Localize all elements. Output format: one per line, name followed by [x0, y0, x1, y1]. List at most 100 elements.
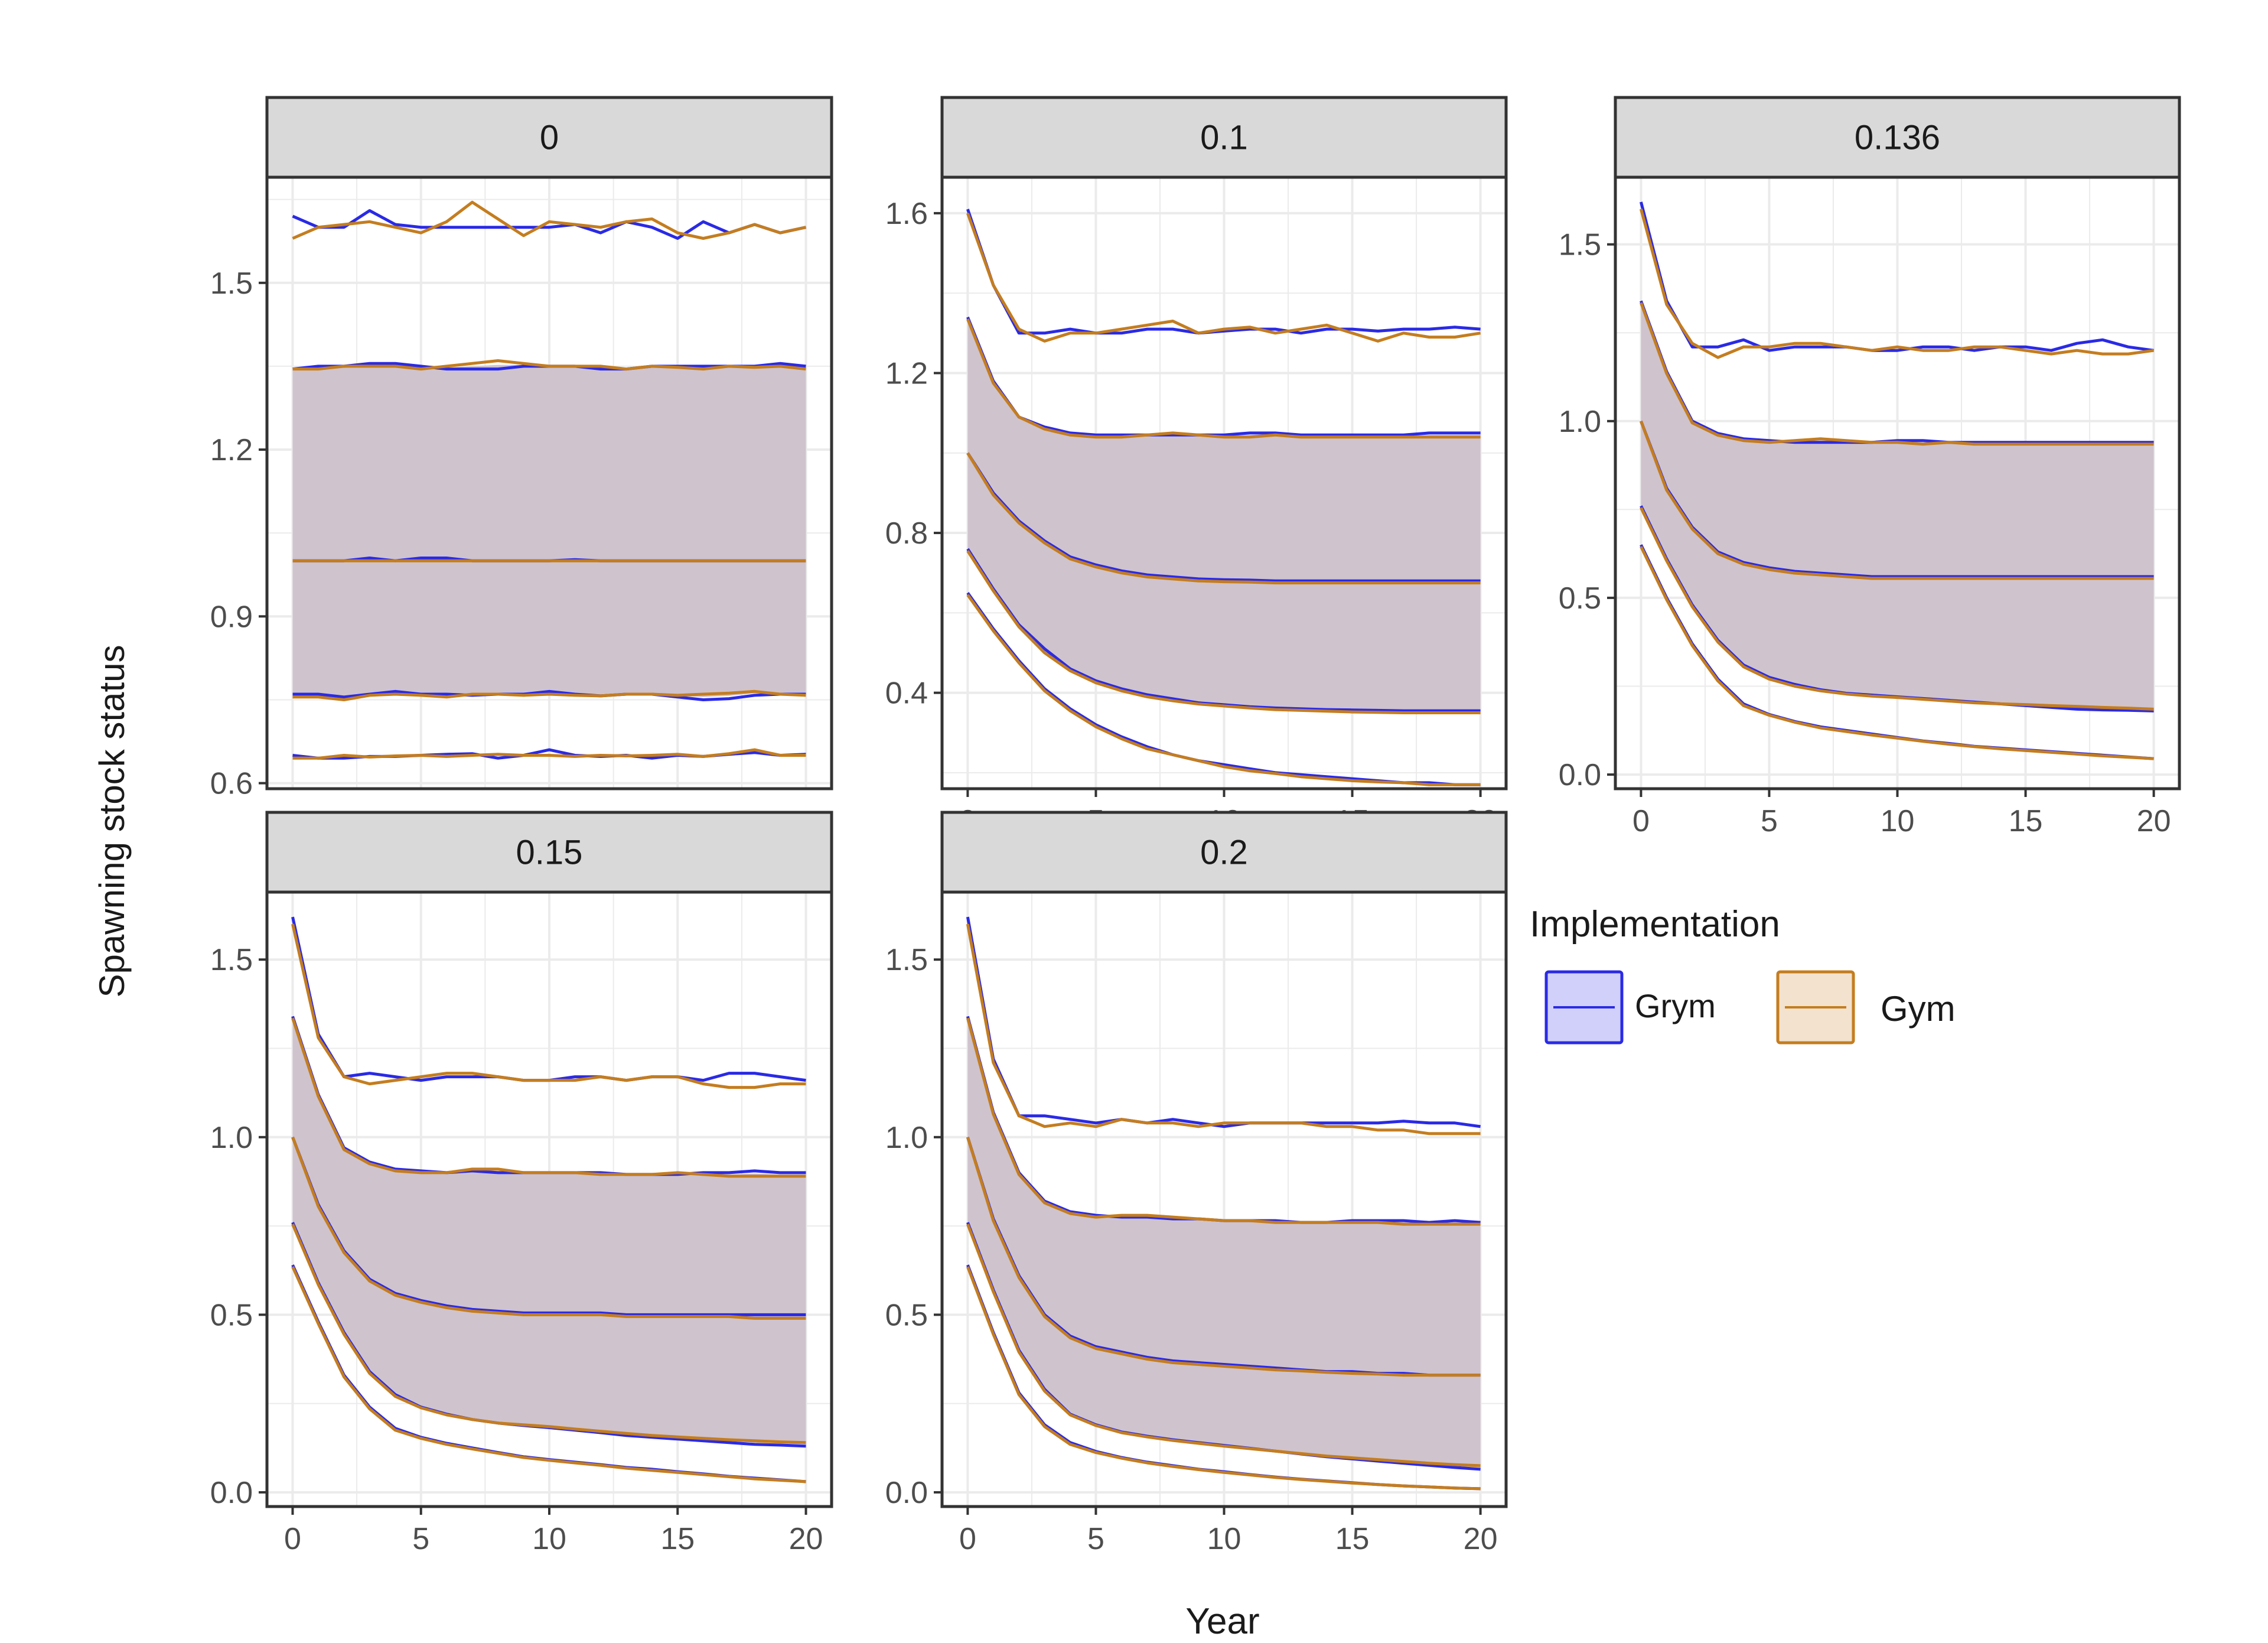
series-line-gym-q2 [1640, 420, 2154, 580]
ribbon-band [292, 1017, 806, 1444]
facet-strip [265, 811, 833, 894]
series-line-gym-q1 [966, 550, 1481, 714]
facet-panel-0: 0 0.6 0.9 1.2 1.5 [210, 96, 833, 801]
y-tick-label: 0.8 [885, 516, 928, 551]
ribbon-band [967, 1017, 1481, 1468]
series-line-gym-q4 [292, 200, 807, 240]
legend-label-gym: Gym [1881, 989, 1956, 1029]
series-line-gym-q2 [966, 1137, 1481, 1377]
series-line-grym-q2 [291, 1136, 806, 1316]
x-tick-label: 10 [1207, 1522, 1241, 1556]
series-line-grym-q4 [1639, 201, 2154, 352]
series-line-gym-q0 [966, 1266, 1481, 1491]
facet-strip-label: 0 [540, 119, 559, 157]
facet-panel-3: 0.15 0.0 0.5 1.0 1.5 0 5 10 15 20 [210, 811, 833, 1556]
series-line-grym-q4 [292, 209, 807, 240]
series-line-gym-q0 [292, 748, 806, 760]
series-line-gym-q1 [291, 1224, 806, 1444]
series-line-grym-q4 [966, 209, 1481, 335]
y-axis-title: Spawning stock status [92, 645, 132, 998]
facet-strip-label: 0.1 [1200, 119, 1248, 157]
y-tick-label: 0.0 [210, 1476, 253, 1510]
y-tick-label: 1.5 [210, 266, 253, 301]
series-line-gym-q0 [966, 594, 1481, 786]
y-tick-label: 0.0 [1559, 758, 1601, 792]
y-tick-label: 0.0 [885, 1476, 928, 1510]
y-tick-label: 1.0 [1559, 405, 1601, 439]
panel-lines [292, 200, 807, 760]
x-tick-label: 5 [1087, 1522, 1104, 1556]
y-tick-label: 1.2 [210, 433, 253, 467]
x-tick-label: 20 [2137, 804, 2171, 838]
panel-lines [966, 916, 1481, 1491]
series-line-gym-q0 [291, 1266, 806, 1483]
y-tick-label: 0.5 [210, 1298, 253, 1332]
series-line-grym-q3 [966, 316, 1481, 437]
y-tick-label: 0.5 [885, 1298, 928, 1332]
facet-strip [940, 96, 1508, 179]
x-tick-label: 20 [789, 1522, 823, 1556]
series-line-grym-q4 [966, 916, 1481, 1128]
ribbon-band [1641, 301, 2154, 710]
facet-strip [940, 811, 1508, 894]
y-tick-label: 1.2 [885, 356, 928, 391]
series-line-gym-q2 [291, 1136, 806, 1320]
y-tick-label: 0.9 [210, 600, 253, 634]
x-tick-label: 5 [1761, 804, 1778, 838]
facet-strip-label: 0.15 [516, 834, 583, 872]
legend-item-grym: Grym [1544, 970, 1716, 1045]
y-tick-label: 0.4 [885, 676, 928, 711]
y-tick-label: 1.0 [885, 1121, 928, 1155]
y-tick-label: 1.5 [885, 943, 928, 977]
ribbon-band [967, 318, 1481, 712]
x-tick-label: 10 [532, 1522, 566, 1556]
series-line-gym-q3 [292, 359, 806, 371]
y-tick-label: 0.6 [210, 767, 253, 801]
series-line-gym-q2 [966, 452, 1481, 585]
series-line-gym-q1 [1640, 507, 2154, 711]
facet-strip-label: 0.136 [1855, 119, 1940, 157]
y-tick-label: 1.6 [885, 197, 928, 231]
x-tick-label: 10 [1881, 804, 1915, 838]
series-line-gym-q4 [966, 213, 1481, 343]
x-tick-label: 0 [284, 1522, 301, 1556]
series-line-gym-q3 [966, 1017, 1481, 1226]
series-line-grym-q1 [292, 689, 806, 701]
series-line-gym-q4 [291, 923, 806, 1089]
panel-lines [1639, 201, 2154, 760]
series-line-gym-q4 [1639, 209, 2154, 359]
y-tick-label: 1.5 [1559, 228, 1601, 262]
panel-lines [966, 209, 1481, 786]
series-line-gym-q4 [966, 923, 1481, 1136]
facet-panel-4: 0.2 0.0 0.5 1.0 1.5 0 5 10 15 20 [885, 811, 1508, 1556]
series-line-gym-q3 [966, 318, 1481, 439]
x-tick-label: 15 [1335, 1522, 1370, 1556]
facet-strip-label: 0.2 [1200, 834, 1248, 872]
x-tick-label: 15 [660, 1522, 695, 1556]
legend: Implementation Grym Gym [1530, 904, 1956, 1045]
series-line-grym-q2 [966, 452, 1481, 583]
facet-strip [265, 96, 833, 179]
series-line-gym-q0 [1640, 546, 2154, 760]
y-tick-label: 0.5 [1559, 581, 1601, 616]
legend-label-grym: Grym [1635, 987, 1716, 1024]
x-tick-label: 5 [412, 1522, 429, 1556]
series-line-gym-q1 [966, 1224, 1481, 1468]
x-tick-label: 0 [959, 1522, 976, 1556]
facet-panel-2: 0.136 0.0 0.5 1.0 1.5 0 5 10 15 20 [1559, 96, 2181, 838]
series-line-gym-q1 [292, 689, 806, 701]
ribbon-band [292, 365, 806, 699]
facet-panel-1: 0.10.40.81.21.605101520 [885, 96, 1508, 838]
series-line-gym-q3 [291, 1017, 806, 1178]
panels: 0 0.6 0.9 1.2 1.5 0.1 0.4 0.8 1.2 1.6 0 5 10 15 20 0.13… [210, 96, 2181, 1556]
series-line-gym-q3 [1640, 302, 2154, 446]
series-line-grym-q2 [1640, 420, 2154, 578]
panel-lines [291, 916, 806, 1483]
y-tick-label: 1.0 [210, 1121, 253, 1155]
series-line-grym-q3 [1640, 300, 2154, 444]
legend-item-gym: Gym [1776, 970, 1956, 1045]
y-tick-label: 1.5 [210, 943, 253, 977]
facet-strip [1614, 96, 2181, 179]
legend-title: Implementation [1530, 904, 1780, 945]
